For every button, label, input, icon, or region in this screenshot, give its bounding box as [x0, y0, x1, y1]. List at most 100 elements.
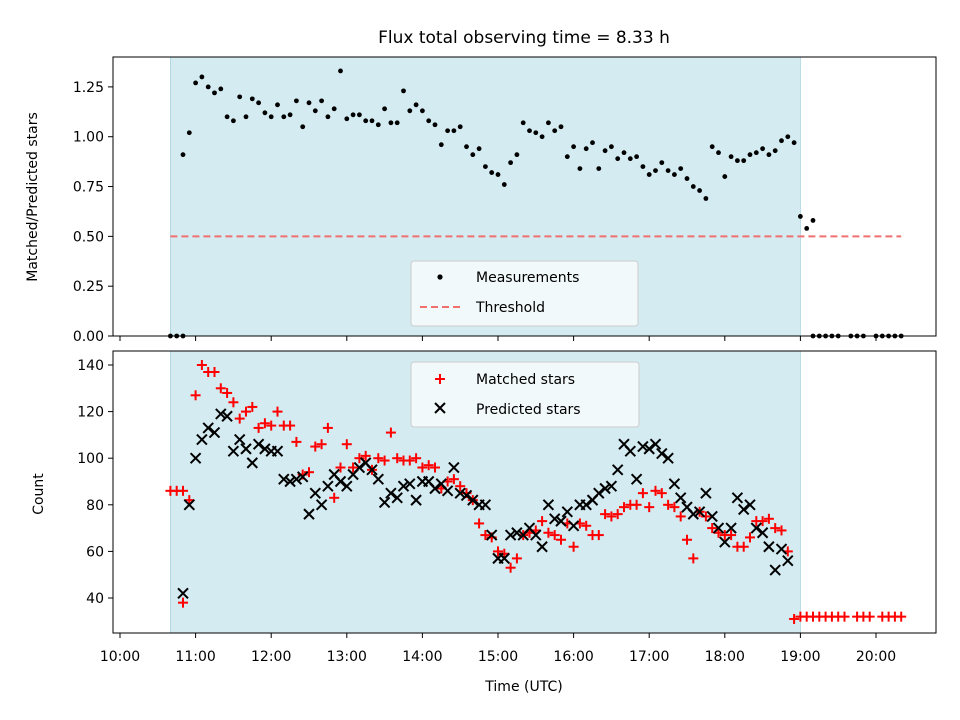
matched-star-point [757, 516, 768, 527]
measurement-point [678, 166, 684, 172]
matched-star-point [379, 455, 390, 466]
predicted-star-point [322, 480, 334, 492]
predicted-star-point [259, 443, 271, 455]
measurement-point [325, 114, 331, 120]
measurement-point [798, 214, 803, 219]
predicted-star-point [341, 480, 353, 492]
predicted-star-point [460, 489, 473, 502]
bottom-y-tick-label: 40 [86, 591, 104, 607]
measurement-point [571, 144, 576, 150]
bottom-y-tick-label: 60 [86, 544, 104, 560]
matched-star-point [669, 502, 680, 513]
matched-star-point [619, 502, 629, 513]
measurement-point [249, 96, 255, 102]
predicted-star-point [334, 475, 347, 488]
predicted-star-point [561, 506, 574, 518]
measurement-point [716, 150, 721, 156]
predicted-star-point [530, 529, 542, 541]
matched-star-point [864, 611, 875, 622]
legend-measurements-marker [437, 274, 443, 280]
matched-star-point [253, 422, 264, 433]
measurement-point [338, 68, 343, 74]
predicted-star-point [215, 408, 227, 420]
bottom-x-tick-label: 19:00 [780, 649, 820, 665]
predicted-star-point [567, 520, 580, 532]
matched-star-point [190, 390, 201, 401]
matched-star-point [606, 511, 617, 522]
measurement-point [407, 108, 413, 114]
measurement-point [665, 168, 671, 173]
bottom-x-tick-label: 16:00 [553, 649, 593, 665]
measurement-point [457, 124, 463, 130]
predicted-star-point [454, 487, 466, 499]
measurement-point [779, 138, 784, 144]
predicted-star-point [391, 492, 403, 504]
bottom-y-tick-label: 120 [77, 405, 104, 421]
matched-star-point [543, 527, 554, 538]
measurement-point [483, 164, 488, 170]
matched-star-point [556, 534, 566, 545]
predicted-star-point [624, 445, 637, 457]
matched-star-point [373, 453, 384, 464]
bottom-x-tick-label: 12:00 [251, 649, 291, 665]
matched-star-point [568, 541, 579, 552]
measurement-point [772, 148, 778, 154]
matched-star-point [335, 462, 346, 473]
measurement-point [464, 144, 469, 150]
matched-star-point [411, 453, 422, 464]
predicted-stars-layer [177, 408, 794, 600]
top-y-tick-label: 0.50 [73, 229, 104, 245]
measurement-point [659, 160, 665, 166]
predicted-star-point [580, 499, 592, 511]
predicted-star-point [366, 464, 378, 476]
predicted-star-point [693, 506, 706, 518]
matched-star-point [423, 460, 434, 471]
measurement-point [804, 225, 810, 231]
measurement-points-layer [168, 68, 904, 339]
measurement-point [350, 112, 356, 118]
predicted-star-point [511, 527, 523, 539]
measurement-point [420, 108, 425, 114]
measurement-point [363, 118, 369, 124]
predicted-star-point [177, 587, 189, 600]
measurement-point [489, 170, 495, 175]
matched-star-point [360, 450, 371, 461]
measurement-point [256, 100, 261, 106]
matched-star-point [776, 525, 787, 536]
measurement-point [231, 118, 236, 124]
measurement-point [640, 164, 646, 170]
measurement-point [186, 130, 192, 136]
matched-star-point [228, 397, 239, 408]
measurement-point [672, 172, 677, 177]
matched-star-point [222, 387, 233, 398]
predicted-star-point [555, 515, 567, 527]
predicted-star-point [605, 480, 618, 492]
predicted-star-point [202, 422, 214, 434]
measurement-point [331, 106, 337, 112]
matched-star-point [304, 467, 314, 478]
predicted-star-point [240, 443, 252, 455]
predicted-star-point [284, 475, 296, 488]
predicted-star-point [548, 513, 561, 525]
matched-star-point [493, 546, 503, 557]
matched-star-point [385, 427, 396, 438]
matched-star-point [178, 485, 188, 496]
bottom-x-tick-label: 15:00 [478, 649, 518, 665]
measurement-point [527, 128, 532, 134]
legend-predicted-label: Predicted stars [476, 402, 581, 418]
matched-star-point [511, 553, 522, 564]
measurement-point [375, 122, 381, 128]
legend-measurements-label: Measurements [476, 270, 579, 286]
measurement-point [180, 152, 186, 158]
matched-star-point [763, 513, 774, 524]
measurement-point [533, 130, 539, 136]
measurement-point [281, 114, 287, 120]
bottom-legend-box [410, 361, 640, 428]
measurement-point [747, 152, 753, 158]
bottom-x-tick-label: 11:00 [175, 649, 215, 665]
measurement-point [596, 166, 602, 172]
measurement-point [382, 106, 387, 112]
matched-star-point [430, 462, 440, 473]
matched-star-point [631, 499, 642, 510]
predicted-star-point [278, 473, 290, 485]
